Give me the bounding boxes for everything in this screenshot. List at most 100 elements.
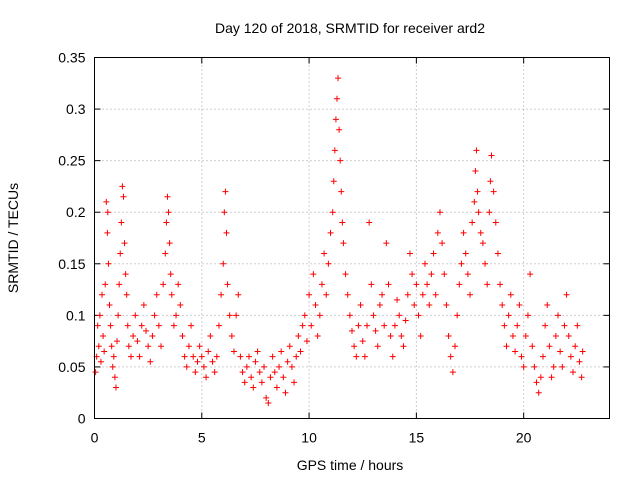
data-point [394,296,401,303]
plot-frame [94,57,610,419]
data-point [443,302,450,309]
data-point [211,369,218,376]
data-point [140,302,147,309]
data-point [475,209,482,216]
data-point [321,250,328,257]
data-point [316,312,323,319]
data-point [428,271,435,278]
data-point [158,343,165,350]
data-point [288,363,295,370]
data-point [248,374,255,381]
data-point [474,188,481,195]
data-point [103,198,110,205]
data-point [482,260,489,267]
data-point [492,219,499,226]
data-point [223,229,230,236]
data-point [449,369,456,376]
data-point [439,240,446,247]
data-point [149,332,156,339]
y-tick-label: 0.05 [58,359,85,375]
data-point [130,332,137,339]
data-point [361,353,368,360]
data-point [118,219,125,226]
data-point [398,332,405,339]
data-point [385,281,392,288]
data-point [233,312,240,319]
data-point [548,374,555,381]
data-point [338,188,345,195]
data-point [306,291,313,298]
data-point [542,322,549,329]
data-point [565,332,572,339]
data-point [221,209,228,216]
data-point [344,291,351,298]
data-point [355,322,362,329]
data-point [111,374,118,381]
data-point [381,322,388,329]
data-point [267,374,274,381]
data-point [282,389,289,396]
data-point [563,291,570,298]
data-point [177,302,184,309]
data-point [265,400,272,407]
data-point [561,322,568,329]
data-point [230,348,237,355]
data-point [512,348,519,355]
data-point [406,250,413,257]
data-point [284,358,291,365]
data-point [117,250,124,257]
data-point [163,219,170,226]
data-point [477,229,484,236]
data-point [243,363,250,370]
data-points [92,75,586,407]
data-point [132,312,139,319]
data-point [222,188,229,195]
data-point [209,358,216,365]
data-point [301,312,308,319]
data-point [194,358,201,365]
data-point [404,291,411,298]
data-point [295,332,302,339]
data-point [366,219,373,226]
data-point [218,291,225,298]
data-point [134,338,141,345]
data-point [559,363,566,370]
x-tick-label: 15 [409,430,425,446]
data-point [402,317,409,324]
data-point [329,209,336,216]
data-point [434,229,441,236]
data-point [454,312,461,319]
data-point [413,281,420,288]
data-point [250,384,257,391]
data-point [467,291,474,298]
data-point [458,260,465,267]
data-point [572,343,579,350]
data-point [488,152,495,159]
data-point [391,322,398,329]
data-point [376,302,383,309]
data-point [106,302,113,309]
data-point [426,302,433,309]
x-tick-label: 5 [198,430,206,446]
data-point [196,343,203,350]
data-point [228,332,235,339]
data-point [299,322,306,329]
data-point [533,379,540,386]
data-point [102,281,109,288]
data-point [104,209,111,216]
data-point [342,271,349,278]
data-point [472,167,479,174]
data-point [527,271,534,278]
data-point [507,291,514,298]
data-point [175,281,182,288]
data-point [252,358,259,365]
data-point [411,302,418,309]
data-point [400,343,407,350]
data-point [95,343,102,350]
data-point [359,338,366,345]
data-point [183,363,190,370]
data-point [116,281,123,288]
data-point [303,338,310,345]
data-point [200,363,207,370]
data-point [173,312,180,319]
